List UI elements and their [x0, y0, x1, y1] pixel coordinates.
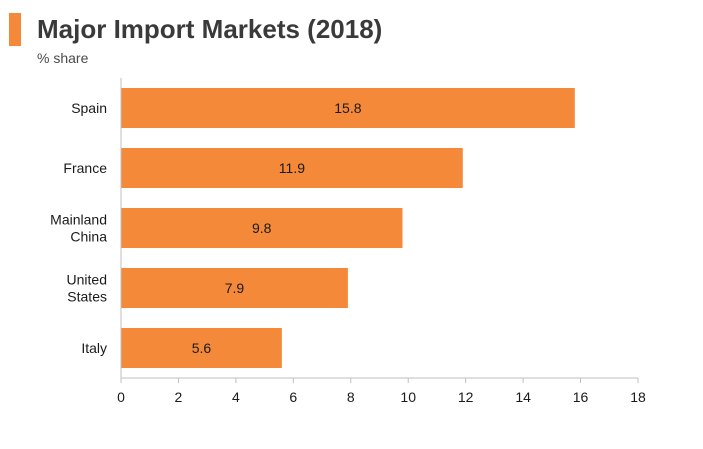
category-label-3: United States: [67, 272, 107, 305]
bar-3: [121, 268, 348, 308]
bar-value-label-4: 5.6: [192, 340, 212, 356]
x-tick-label-8: 8: [347, 389, 355, 405]
chart-title: Major Import Markets (2018): [37, 14, 383, 44]
bar-1: [121, 148, 463, 188]
category-label-2: Mainland China: [50, 212, 107, 245]
category-label-4: Italy: [81, 340, 107, 356]
x-tick-label-2: 2: [175, 389, 183, 405]
x-tick-label-16: 16: [573, 389, 589, 405]
chart-subtitle: % share: [37, 50, 89, 66]
bar-2: [121, 208, 403, 248]
category-label-0: Spain: [71, 100, 107, 116]
x-tick-label-0: 0: [117, 389, 125, 405]
bar-value-label-3: 7.9: [225, 280, 245, 296]
bar-value-label-2: 9.8: [252, 220, 272, 236]
x-tick-label-12: 12: [458, 389, 474, 405]
title-accent-bar: [9, 13, 21, 46]
x-tick-label-10: 10: [400, 389, 416, 405]
x-tick-label-6: 6: [289, 389, 297, 405]
bar-value-label-0: 15.8: [334, 100, 361, 116]
bar-4: [121, 328, 282, 368]
bar-0: [121, 88, 575, 128]
x-tick-label-14: 14: [515, 389, 531, 405]
x-tick-label-18: 18: [630, 389, 646, 405]
x-tick-label-4: 4: [232, 389, 240, 405]
bar-value-label-1: 11.9: [279, 160, 305, 176]
category-label-1: France: [63, 160, 107, 176]
